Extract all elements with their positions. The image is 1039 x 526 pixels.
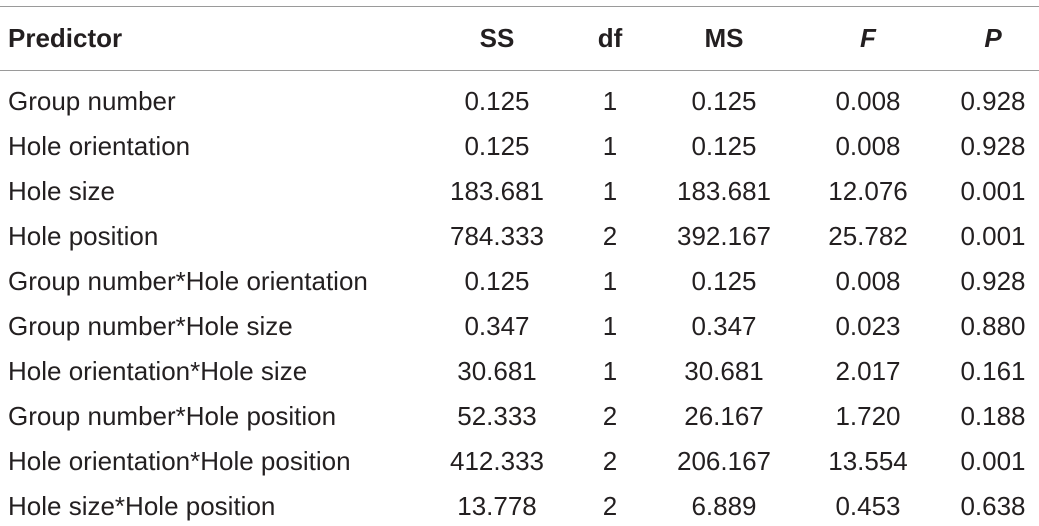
table-cell: 0.023: [835, 311, 901, 341]
header-cell: P: [984, 23, 1002, 53]
table-cell: Group number*Hole size: [8, 311, 293, 341]
header-cell: Predictor: [8, 23, 123, 53]
table-cell: Hole orientation*Hole position: [8, 446, 351, 476]
table-cell: 0.453: [835, 491, 901, 521]
table-cell: Group number*Hole orientation: [8, 266, 368, 296]
table-cell: 13.554: [828, 446, 908, 476]
table-cell: 0.347: [691, 311, 757, 341]
table-cell: 2.017: [835, 356, 901, 386]
table-cell: 2: [602, 491, 618, 521]
table-cell: 0.008: [835, 266, 901, 296]
table-cell: 2: [602, 446, 618, 476]
table-cell: 52.333: [457, 401, 537, 431]
table-cell: 206.167: [677, 446, 771, 476]
table-cell: 1: [602, 356, 618, 386]
top-rule: [0, 6, 1039, 7]
table-cell: 392.167: [677, 221, 771, 251]
table-cell: 25.782: [828, 221, 908, 251]
table-cell: 12.076: [828, 176, 908, 206]
table-cell: 1: [602, 86, 618, 116]
table-cell: Hole size*Hole position: [8, 491, 276, 521]
table-cell: 1.720: [835, 401, 901, 431]
table-cell: 0.638: [960, 491, 1026, 521]
table-cell: Group number*Hole position: [8, 401, 337, 431]
table-cell: 0.001: [960, 446, 1026, 476]
table-cell: 0.001: [960, 221, 1026, 251]
table-cell: 26.167: [684, 401, 764, 431]
table-cell: 0.880: [960, 311, 1026, 341]
table-cell: 0.928: [960, 266, 1026, 296]
table-cell: Hole orientation: [8, 131, 191, 161]
table-cell: 6.889: [691, 491, 757, 521]
table-cell: 0.008: [835, 131, 901, 161]
table-cell: Hole size: [8, 176, 115, 206]
table-cell: 0.125: [691, 131, 757, 161]
table-cell: 183.681: [677, 176, 771, 206]
table-cell: Group number: [8, 86, 176, 116]
table-cell: 0.161: [960, 356, 1026, 386]
table-cell: 0.125: [691, 86, 757, 116]
table-cell: 0.928: [960, 86, 1026, 116]
table-cell: 183.681: [450, 176, 544, 206]
header-cell: SS: [479, 23, 515, 53]
table-cell: 0.928: [960, 131, 1026, 161]
table-cell: 1: [602, 311, 618, 341]
table-cell: 0.125: [464, 266, 530, 296]
table-cell: 30.681: [684, 356, 764, 386]
header-cell: F: [860, 23, 876, 53]
table-cell: 0.347: [464, 311, 530, 341]
table-cell: 30.681: [457, 356, 537, 386]
table-cell: 0.125: [691, 266, 757, 296]
table-cell: Hole orientation*Hole size: [8, 356, 308, 386]
table-cell: 2: [602, 401, 618, 431]
table-cell: 1: [602, 131, 618, 161]
table-cell: 2: [602, 221, 618, 251]
header-rule: [0, 70, 1039, 71]
table-cell: 0.125: [464, 131, 530, 161]
table-cell: 0.008: [835, 86, 901, 116]
table-cell: 412.333: [450, 446, 544, 476]
table-cell: 784.333: [450, 221, 544, 251]
header-cell: MS: [704, 23, 744, 53]
table-cell: 0.188: [960, 401, 1026, 431]
table-cell: Hole position: [8, 221, 159, 251]
table-cell: 1: [602, 176, 618, 206]
table-cell: 0.001: [960, 176, 1026, 206]
table-cell: 13.778: [457, 491, 537, 521]
header-cell: df: [597, 23, 623, 53]
table-cell: 1: [602, 266, 618, 296]
table-cell: 0.125: [464, 86, 530, 116]
